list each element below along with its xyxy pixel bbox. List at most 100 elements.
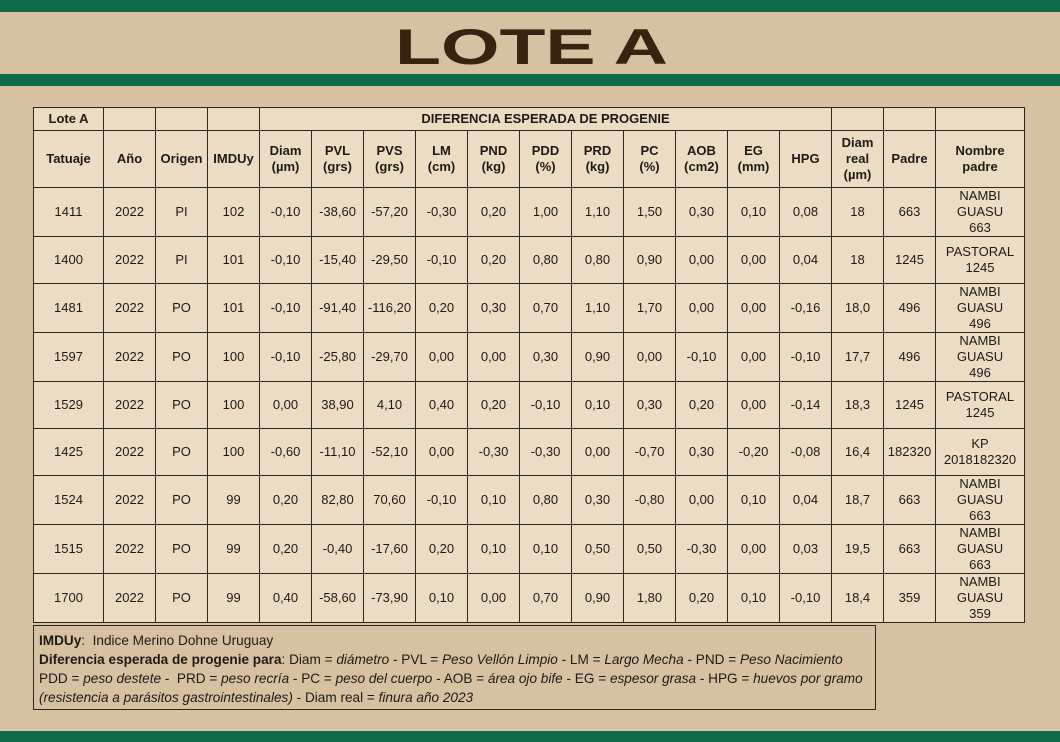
legend-def: área ojo bife [487,671,563,686]
table-cell: 2022 [103,381,156,429]
table-cell: -0,30 [415,187,468,237]
table-cell: 99 [207,524,260,574]
column-header: HPG [779,130,832,188]
table-cell: 16,4 [831,428,884,476]
table-cell: NAMBI GUASU 496 [935,283,1025,333]
empty-cell [207,107,260,131]
legend-def: Peso Nacimiento [739,652,843,667]
table-cell: 0,20 [467,236,520,284]
table-cell: -91,40 [311,283,364,333]
table-cell: -38,60 [311,187,364,237]
table-cell: 0,30 [467,283,520,333]
table-cell: 0,10 [727,187,780,237]
empty-cell [103,107,156,131]
table-cell: 0,04 [779,475,832,525]
table-cell: -73,90 [363,573,416,623]
table-cell: 2022 [103,524,156,574]
table-cell: 1,10 [571,283,624,333]
table-row: 1481 2022 PO 101 -0,10 -91,40 -116,20 0,20 0,30 0… [33,283,1025,333]
title: LOTE A [395,19,668,70]
table-cell: -0,10 [259,332,312,382]
table-cell: 0,00 [623,332,676,382]
table-cell: 0,03 [779,524,832,574]
table-cell: 2022 [103,236,156,284]
table-cell: 0,00 [571,428,624,476]
table-cell: 18,7 [831,475,884,525]
table-cell: -15,40 [311,236,364,284]
legend-def: espesor grasa [609,671,697,686]
empty-cell [155,107,208,131]
table-cell: PI [155,236,208,284]
table-cell: -0,10 [519,381,572,429]
table-cell: -0,10 [779,573,832,623]
table-cell: PO [155,283,208,333]
column-header: PC (%) [623,130,676,188]
column-header: PDD (%) [519,130,572,188]
table-cell: 0,30 [623,381,676,429]
legend-def: finura año 2023 [378,690,474,705]
table-cell: KP 2018182320 [935,428,1025,476]
table-cell: 0,20 [675,381,728,429]
corner-label: Lote A [33,107,104,131]
column-header: Diam real (µm) [831,130,884,188]
table-cell: 38,90 [311,381,364,429]
table-cell: 0,00 [727,381,780,429]
table-cell: NAMBI GUASU 496 [935,332,1025,382]
table-row: Tatuaje Año Origen IMDUy Diam (µm) PVL (grs) P… [33,130,1025,188]
table-cell: -29,50 [363,236,416,284]
table-cell: PO [155,381,208,429]
legend-def: huevos por gramo [753,671,863,686]
table-cell: -0,10 [259,283,312,333]
table-cell: -0,10 [779,332,832,382]
table-cell: 0,80 [519,236,572,284]
table-cell: 0,10 [727,573,780,623]
table-cell: 0,20 [259,524,312,574]
table-cell: 0,00 [727,283,780,333]
table-cell: -57,20 [363,187,416,237]
empty-cell [831,107,884,131]
table-cell: 2022 [103,332,156,382]
table-cell: -0,70 [623,428,676,476]
table-cell: -11,10 [311,428,364,476]
table-row: Lote A DIFERENCIA ESPERADA DE PROGENIE [33,107,1025,131]
column-header: Tatuaje [33,130,104,188]
table-cell: 1425 [33,428,104,476]
table-cell: 18,3 [831,381,884,429]
table-cell: 0,04 [779,236,832,284]
table-row: 1529 2022 PO 100 0,00 38,90 4,10 0,40 0,20 -0,10 0… [33,381,1025,429]
table-cell: -0,10 [415,475,468,525]
table-cell: 0,30 [519,332,572,382]
legend-text: - Diam real = [292,690,379,705]
table-cell: PO [155,573,208,623]
table-cell: 1245 [883,236,936,284]
table-cell: 2022 [103,573,156,623]
legend: IMDUy: Indice Merino Dohne Uruguay Difer… [33,625,876,710]
table-cell: -58,60 [311,573,364,623]
table-cell: 0,70 [519,283,572,333]
table-cell: -52,10 [363,428,416,476]
table-cell: 0,08 [779,187,832,237]
table-cell: 18 [831,187,884,237]
table-cell: 1,80 [623,573,676,623]
table-cell: 0,00 [259,381,312,429]
column-header: PRD (kg) [571,130,624,188]
title-box: LOTE A [395,19,668,70]
table-cell: 0,20 [467,381,520,429]
table-cell: PO [155,332,208,382]
table-cell: 1400 [33,236,104,284]
table-cell: 18,0 [831,283,884,333]
table-cell: -116,20 [363,283,416,333]
table-cell: 182320 [883,428,936,476]
table-cell: 0,00 [727,332,780,382]
table-cell: -0,20 [727,428,780,476]
column-header: EG (mm) [727,130,780,188]
table-cell: 1,70 [623,283,676,333]
table-cell: -0,10 [259,236,312,284]
table: Lote A DIFERENCIA ESPERADA DE PROGENIE Tat… [33,107,1025,623]
column-header: Padre [883,130,936,188]
table-cell: 359 [883,573,936,623]
table-cell: 1245 [883,381,936,429]
legend-text: - HPG = [696,671,754,686]
table-cell: 0,00 [727,236,780,284]
